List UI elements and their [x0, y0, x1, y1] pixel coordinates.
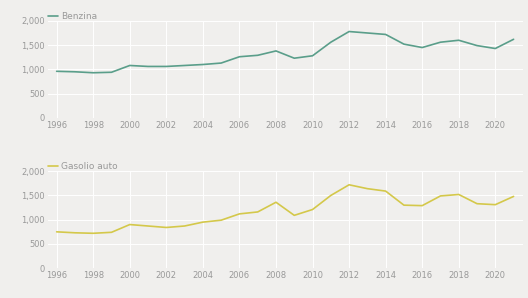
Legend: Benzina: Benzina — [48, 12, 97, 21]
Legend: Gasolio auto: Gasolio auto — [48, 162, 118, 171]
